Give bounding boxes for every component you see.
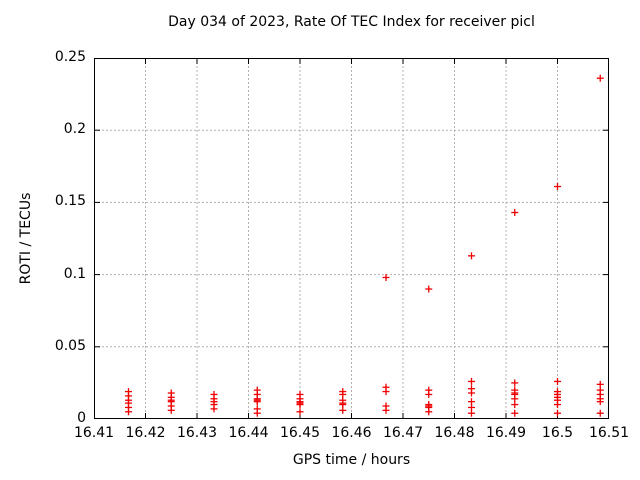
y-tick-label: 0.15 — [54, 193, 86, 210]
x-tick-label: 16.48 — [434, 425, 475, 441]
x-tick-label: 16.51 — [588, 425, 630, 441]
x-tick-label: 16.49 — [485, 425, 527, 441]
y-tick-label: 0 — [77, 410, 86, 426]
x-axis-label: GPS time / hours — [292, 452, 411, 468]
y-tick-label: 0.2 — [63, 121, 86, 138]
x-tick-label: 16.47 — [382, 425, 424, 441]
plot-area — [94, 58, 609, 419]
chart-title: Day 034 of 2023, Rate Of TEC Index for r… — [168, 14, 535, 30]
y-tick-label: 0.05 — [54, 337, 86, 354]
x-tick-label: 16.42 — [125, 425, 166, 441]
x-tick-label: 16.41 — [73, 425, 115, 441]
x-tick-label: 16.5 — [541, 425, 574, 441]
x-tick-label: 16.45 — [279, 425, 321, 441]
y-tick-label: 0.25 — [54, 49, 86, 65]
y-tick-label: 0.1 — [63, 265, 86, 282]
x-tick-label: 16.44 — [228, 425, 269, 441]
x-tick-label: 16.43 — [176, 425, 218, 441]
x-tick-label: 16.46 — [331, 425, 372, 441]
y-axis-label: ROTI / TECUs — [18, 192, 34, 285]
plot-canvas — [94, 58, 609, 419]
plot-border — [94, 58, 609, 419]
